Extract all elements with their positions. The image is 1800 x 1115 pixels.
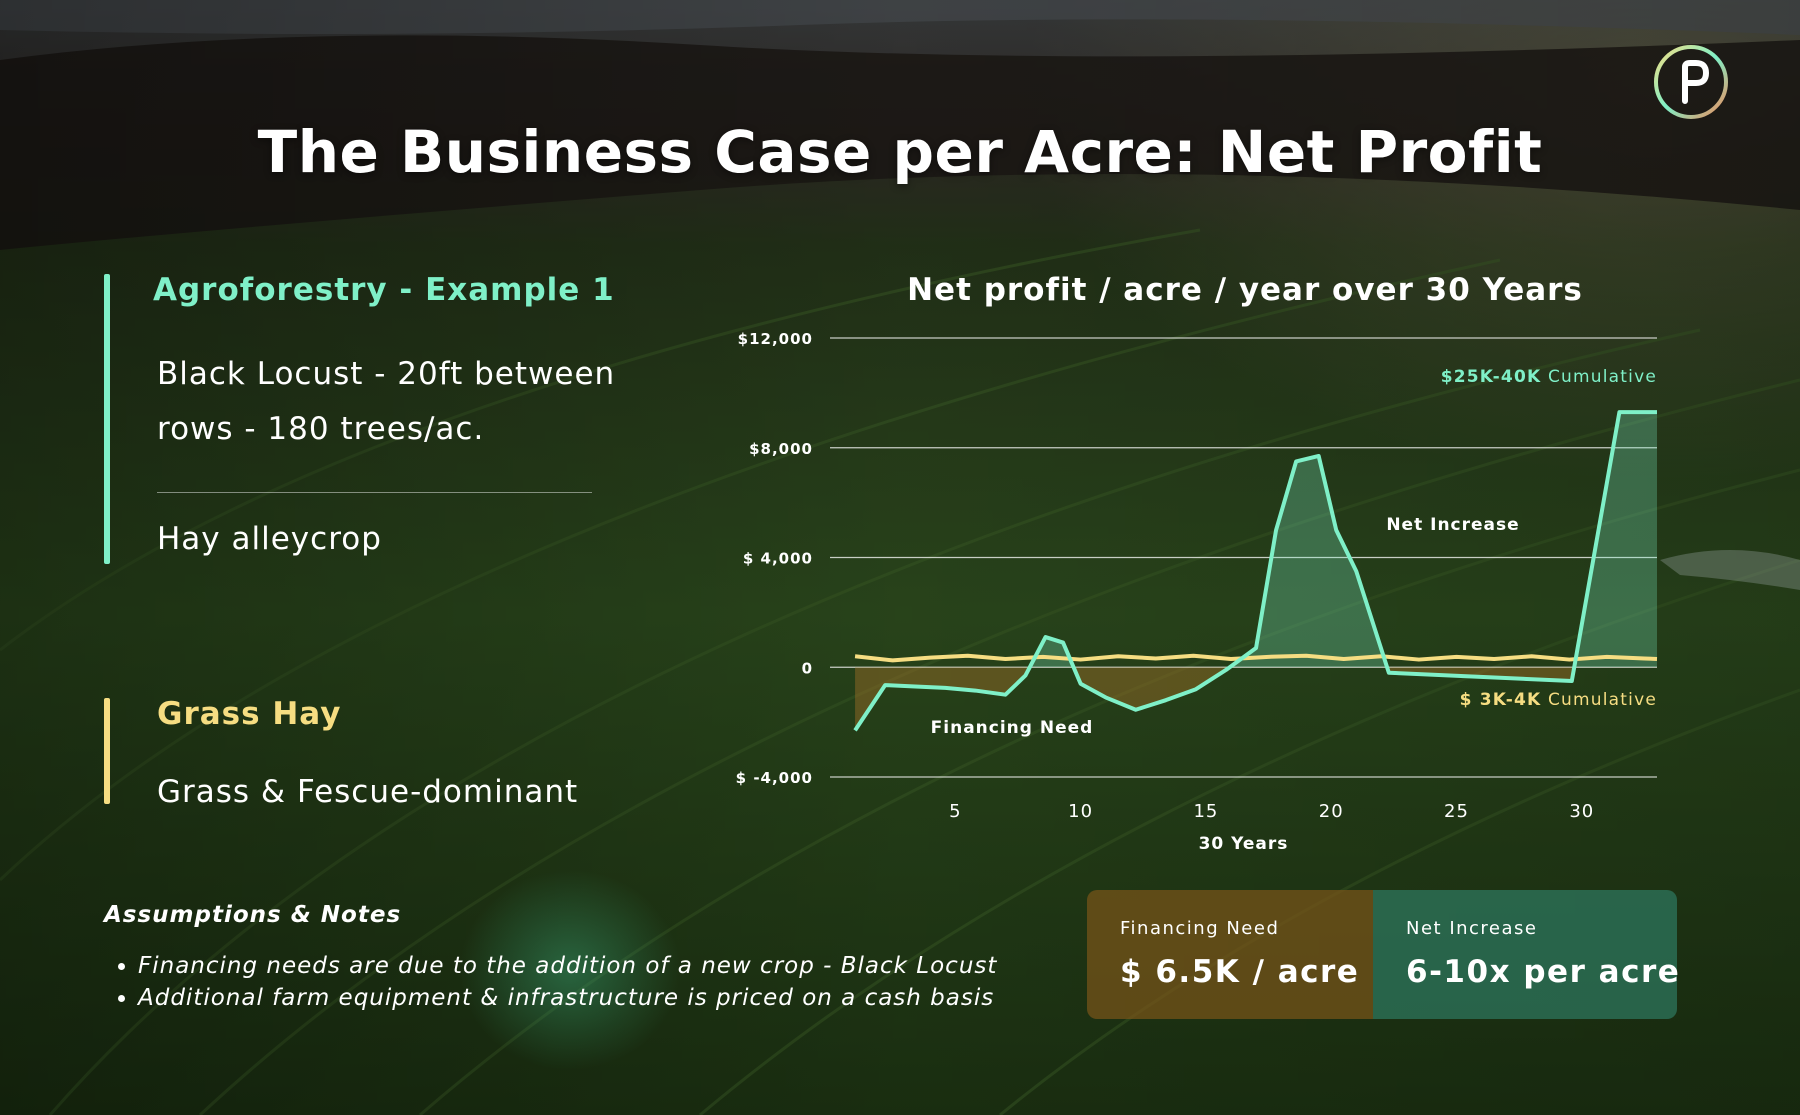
agroforestry-crop: Hay alleycrop xyxy=(157,521,382,557)
brand-logo xyxy=(1654,45,1728,119)
notes-list: Financing needs are due to the addition … xyxy=(112,950,1038,1014)
financing-need-stat: Financing Need $ 6.5K / acre xyxy=(1087,890,1373,1019)
annotation-financing-need: Financing Need xyxy=(931,718,1094,738)
annotation-grass-hay-range: $ 3K-4K xyxy=(1460,690,1542,710)
net-increase-stat: Net Increase 6-10x per acre xyxy=(1373,890,1681,1019)
x-tick-label: 5 xyxy=(949,801,961,822)
agroforestry-accent-bar xyxy=(104,274,110,564)
annotation-grass-hay-cumulative: $ 3K-4K Cumulative xyxy=(1460,690,1657,710)
agroforestry-heading: Agroforestry - Example 1 xyxy=(153,272,615,308)
note-item: Financing needs are due to the addition … xyxy=(138,950,1038,982)
x-axis-label: 30 Years xyxy=(1199,834,1289,854)
y-tick-label: $12,000 xyxy=(738,330,813,348)
x-tick-label: 30 xyxy=(1569,801,1594,822)
grass-hay-heading: Grass Hay xyxy=(157,696,342,732)
net-increase-value: 6-10x per acre xyxy=(1406,954,1681,990)
agroforestry-line-2: rows - 180 trees/ac. xyxy=(157,411,485,447)
agroforestry-line-1: Black Locust - 20ft between xyxy=(157,356,616,392)
note-item: Additional farm equipment & infrastructu… xyxy=(138,982,1038,1014)
slide-title: The Business Case per Acre: Net Profit xyxy=(257,118,1543,186)
y-tick-label: 0 xyxy=(802,659,813,677)
y-tick-label: $ 4,000 xyxy=(743,550,813,568)
y-tick-label: $ -4,000 xyxy=(736,769,813,787)
annotation-grass-hay-suffix: Cumulative xyxy=(1541,690,1657,710)
y-tick-label: $8,000 xyxy=(749,440,813,458)
financing-need-label: Financing Need xyxy=(1120,918,1280,939)
annotation-net-increase: Net Increase xyxy=(1386,515,1519,535)
grass-hay-series-line xyxy=(854,653,1658,663)
annotation-agroforestry-suffix: Cumulative xyxy=(1541,367,1657,387)
x-tick-label: 25 xyxy=(1444,801,1469,822)
grass-hay-description: Grass & Fescue-dominant xyxy=(157,774,579,810)
x-tick-label: 20 xyxy=(1319,801,1344,822)
agroforestry-series-line xyxy=(853,410,1657,732)
financing-need-area xyxy=(855,667,1657,731)
section-divider xyxy=(157,492,592,493)
net-increase-label: Net Increase xyxy=(1406,918,1538,939)
net-profit-chart: $12,000 $8,000 $ 4,000 0 $ -4,000 5 10 15 20 25 30… xyxy=(736,330,1658,854)
chart-title: Net profit / acre / year over 30 Years xyxy=(907,272,1583,308)
annotation-agroforestry-range: $25K-40K xyxy=(1441,367,1542,387)
annotation-agroforestry-cumulative: $25K-40K Cumulative xyxy=(1441,367,1657,387)
grass-hay-accent-bar xyxy=(104,698,110,804)
financing-need-value: $ 6.5K / acre xyxy=(1120,954,1360,990)
notes-heading: Assumptions & Notes xyxy=(104,902,402,928)
x-tick-label: 10 xyxy=(1068,801,1093,822)
x-tick-label: 15 xyxy=(1193,801,1218,822)
